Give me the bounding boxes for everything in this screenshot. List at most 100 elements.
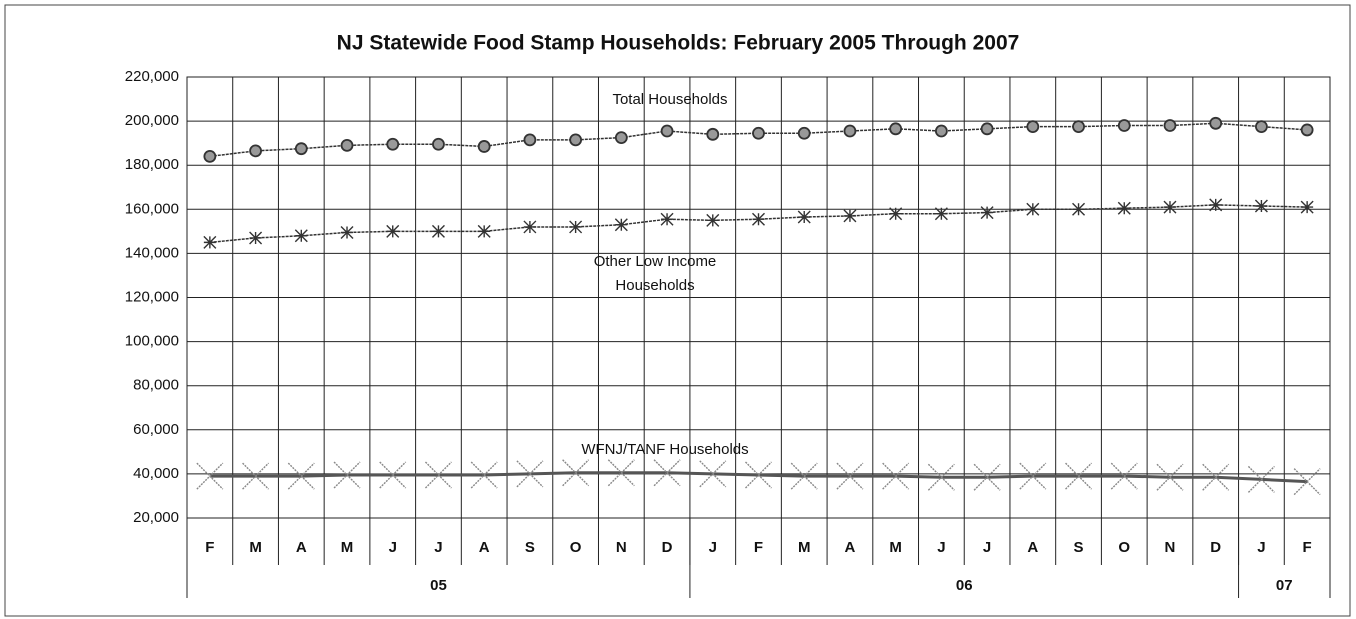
data-point	[340, 225, 354, 239]
x-tick-label: D	[662, 539, 673, 556]
data-point	[424, 461, 452, 489]
data-point	[203, 235, 217, 249]
data-point	[882, 462, 910, 490]
chart-title: NJ Statewide Food Stamp Households: Febr…	[337, 32, 1020, 55]
frame	[4, 4, 1351, 617]
x-tick-label: D	[1210, 539, 1221, 556]
x-tick-label: F	[754, 539, 763, 556]
data-point	[294, 229, 308, 243]
y-tick-label: 120,000	[125, 288, 179, 305]
data-point	[980, 122, 994, 136]
group-label: 07	[1276, 577, 1293, 594]
x-tick-label: O	[1118, 539, 1130, 556]
data-point	[1072, 120, 1085, 134]
y-tick-label: 80,000	[133, 377, 179, 394]
data-point	[706, 127, 720, 141]
data-point	[843, 124, 857, 138]
x-tick-label: O	[570, 539, 582, 556]
x-tick-label: A	[296, 539, 307, 556]
data-point	[1293, 468, 1321, 496]
x-tick-label: J	[709, 539, 717, 556]
data-point	[607, 459, 635, 487]
data-point	[516, 460, 544, 488]
data-point	[660, 124, 674, 138]
data-point	[1254, 199, 1268, 213]
series-annotation: Other Low Income Households	[593, 253, 717, 294]
data-point	[569, 220, 583, 234]
y-tick-label: 160,000	[125, 200, 179, 217]
data-point	[889, 122, 903, 136]
x-tick-label: M	[798, 539, 811, 556]
data-point	[432, 137, 445, 151]
data-point	[203, 149, 217, 163]
data-point	[523, 133, 537, 147]
y-tick-label: 180,000	[125, 156, 179, 173]
data-point	[1019, 462, 1047, 490]
data-point	[1110, 462, 1138, 490]
data-point	[1163, 119, 1177, 132]
data-point	[1156, 463, 1184, 491]
data-point	[1247, 465, 1275, 493]
x-tick-label: S	[525, 539, 535, 556]
data-point	[477, 140, 491, 153]
data-point	[660, 212, 674, 226]
x-tick-label: M	[341, 539, 354, 556]
x-tick-label: A	[1027, 539, 1038, 556]
data-point	[752, 126, 765, 140]
data-point	[653, 459, 681, 487]
data-point	[1065, 462, 1093, 490]
y-tick-label: 60,000	[133, 421, 179, 438]
data-point	[1117, 201, 1131, 215]
data-point	[1163, 200, 1177, 214]
x-tick-label: M	[889, 539, 902, 556]
data-point	[1300, 123, 1314, 137]
data-point	[614, 131, 628, 145]
data-point	[1072, 202, 1086, 216]
data-point	[470, 461, 498, 489]
data-point	[745, 461, 772, 489]
x-tick-label: J	[434, 539, 442, 556]
group-label: 05	[430, 577, 447, 594]
data-point	[752, 212, 765, 226]
data-point	[523, 220, 537, 234]
x-tick-label: J	[937, 539, 945, 556]
data-point	[340, 138, 354, 152]
x-tick-label: J	[389, 539, 397, 556]
x-tick-label: F	[205, 539, 214, 556]
data-point	[614, 218, 628, 232]
data-point	[797, 210, 811, 224]
y-tick-label: 20,000	[133, 509, 179, 526]
data-point	[249, 231, 263, 245]
data-point	[934, 124, 948, 138]
data-point	[927, 463, 955, 491]
data-point	[431, 224, 445, 238]
data-point	[562, 459, 590, 487]
data-point	[386, 224, 400, 238]
x-tick-label: J	[1257, 539, 1265, 556]
x-tick-label: S	[1074, 539, 1084, 556]
data-point	[196, 462, 224, 490]
x-tick-label: A	[479, 539, 490, 556]
data-point	[790, 462, 818, 490]
data-point	[379, 461, 407, 489]
x-tick-label: J	[983, 539, 991, 556]
data-point	[980, 206, 994, 220]
x-tick-label: M	[249, 539, 262, 556]
x-tick-label: N	[616, 539, 627, 556]
data-point	[333, 461, 361, 489]
data-point	[843, 209, 857, 223]
data-point	[836, 462, 864, 490]
y-tick-label: 200,000	[125, 112, 179, 129]
data-point	[1255, 120, 1268, 134]
data-point	[287, 462, 315, 490]
data-point	[1209, 116, 1223, 130]
x-tick-label: N	[1165, 539, 1176, 556]
data-point	[569, 133, 583, 147]
data-point	[1026, 120, 1040, 134]
data-point	[797, 126, 811, 140]
y-tick-label: 140,000	[125, 244, 179, 261]
data-point	[934, 207, 948, 221]
series-annotation: Total Households	[612, 91, 728, 108]
